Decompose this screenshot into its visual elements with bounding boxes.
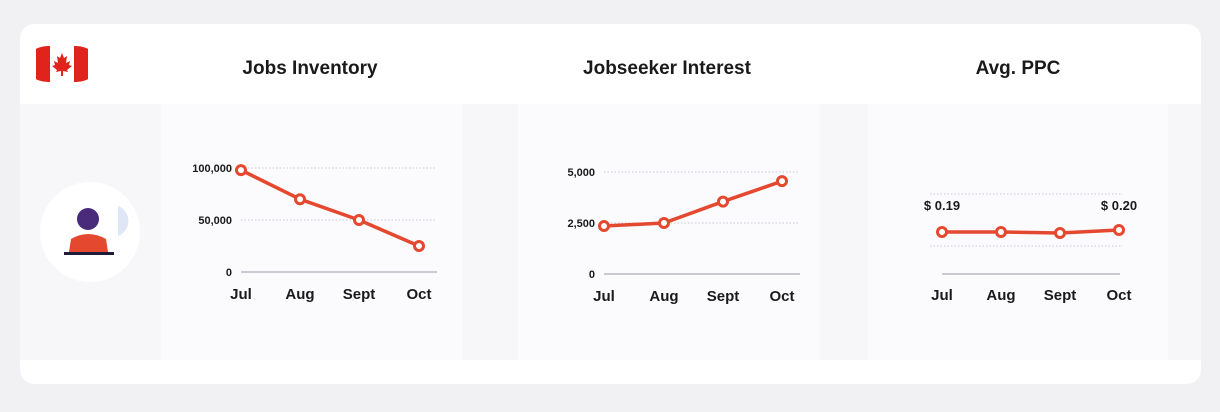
x-tick-label: Aug: [285, 286, 314, 303]
data-point: [995, 226, 1007, 238]
panel-jobseeker-interest: [518, 104, 819, 360]
data-point: [598, 220, 610, 233]
y-tick-label: 50,000: [198, 215, 232, 227]
data-point: [776, 175, 788, 188]
chart-title-avg-ppc: Avg. PPC: [975, 58, 1061, 79]
series-line: [239, 168, 421, 248]
data-point: [658, 217, 670, 229]
y-tick-label: 0: [589, 269, 595, 281]
x-tick-label: Jul: [593, 288, 615, 305]
x-tick-label: Sept: [343, 286, 376, 303]
line-chart-jobs-inventory: 100,000 50,000 0 Jul Aug Sept Oct: [192, 163, 437, 303]
x-tick-label: Oct: [1106, 287, 1131, 304]
y-tick-label: 2,500: [567, 218, 595, 230]
avatar: [40, 182, 140, 282]
line-chart-avg-ppc: $ 0.19 $ 0.20 Jul Aug Sept Oct: [924, 193, 1137, 304]
data-point: [1054, 227, 1066, 239]
data-point: [235, 164, 247, 177]
chart-title-jobs-inventory: Jobs Inventory: [242, 58, 378, 79]
data-label: $ 0.19: [924, 198, 960, 213]
y-tick-label: 0: [226, 267, 232, 279]
series-line: [602, 179, 784, 228]
x-tick-label: Aug: [986, 287, 1015, 304]
x-tick-label: Oct: [769, 288, 794, 305]
x-tick-label: Oct: [406, 286, 431, 303]
data-point: [936, 226, 948, 238]
panel-jobs-inventory: [161, 104, 462, 360]
x-tick-label: Aug: [649, 288, 678, 305]
data-point: [717, 195, 729, 208]
canada-flag-icon: [36, 46, 88, 82]
x-tick-label: Sept: [1044, 287, 1077, 304]
x-tick-label: Jul: [931, 287, 953, 304]
x-tick-label: Jul: [230, 286, 252, 303]
y-tick-label: 5,000: [567, 167, 595, 179]
data-point: [353, 214, 365, 226]
data-point: [1113, 224, 1125, 236]
data-label: $ 0.20: [1101, 198, 1137, 213]
line-chart-jobseeker-interest: 5,000 2,500 0 Jul Aug Sept Oct: [567, 167, 800, 305]
chart-title-jobseeker-interest: Jobseeker Interest: [583, 58, 751, 79]
data-point: [294, 193, 306, 206]
data-point: [413, 240, 425, 252]
country-stats-card: Jobs Inventory Jobseeker Interest Avg. P…: [20, 24, 1201, 384]
x-tick-label: Sept: [707, 288, 740, 305]
user-at-desk-icon: [64, 206, 129, 255]
series-line: [940, 228, 1121, 235]
y-tick-label: 100,000: [192, 163, 232, 175]
